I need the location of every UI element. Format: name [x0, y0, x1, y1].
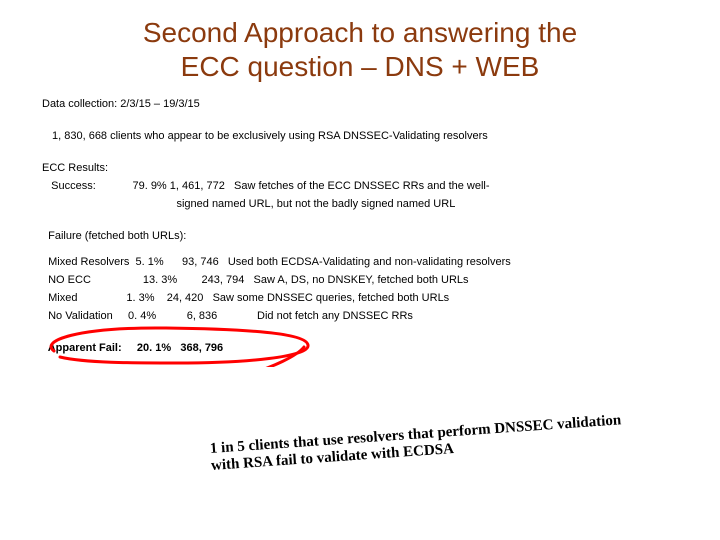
slide-body: Data collection: 2/3/15 – 19/3/15 1, 830…: [0, 83, 720, 358]
slide: Second Approach to answering the ECC que…: [0, 0, 720, 540]
ecc-results-label: ECC Results:: [42, 161, 678, 177]
handwritten-note: 1 in 5 clients that use resolvers that p…: [209, 411, 640, 474]
title-line-1: Second Approach to answering the: [143, 17, 577, 48]
row-mixed-resolvers: Mixed Resolvers 5. 1% 93, 746 Used both …: [42, 255, 678, 271]
slide-title: Second Approach to answering the ECC que…: [0, 0, 720, 83]
title-line-2: ECC question – DNS + WEB: [181, 51, 540, 82]
apparent-fail-block: Apparent Fail: 20. 1% 368, 796: [42, 341, 223, 359]
apparent-fail-line: Apparent Fail: 20. 1% 368, 796: [42, 341, 223, 357]
success-line-2: signed named URL, but not the badly sign…: [42, 197, 678, 213]
row-no-ecc: NO ECC 13. 3% 243, 794 Saw A, DS, no DNS…: [42, 273, 678, 289]
row-no-validation: No Validation 0. 4% 6, 836 Did not fetch…: [42, 309, 678, 325]
data-collection-line: Data collection: 2/3/15 – 19/3/15: [42, 97, 678, 113]
circle-tail: [256, 347, 304, 367]
failure-header: Failure (fetched both URLs):: [42, 229, 678, 245]
success-line: Success: 79. 9% 1, 461, 772 Saw fetches …: [42, 179, 678, 195]
clients-line: 1, 830, 668 clients who appear to be exc…: [42, 129, 678, 145]
row-mixed: Mixed 1. 3% 24, 420 Saw some DNSSEC quer…: [42, 291, 678, 307]
